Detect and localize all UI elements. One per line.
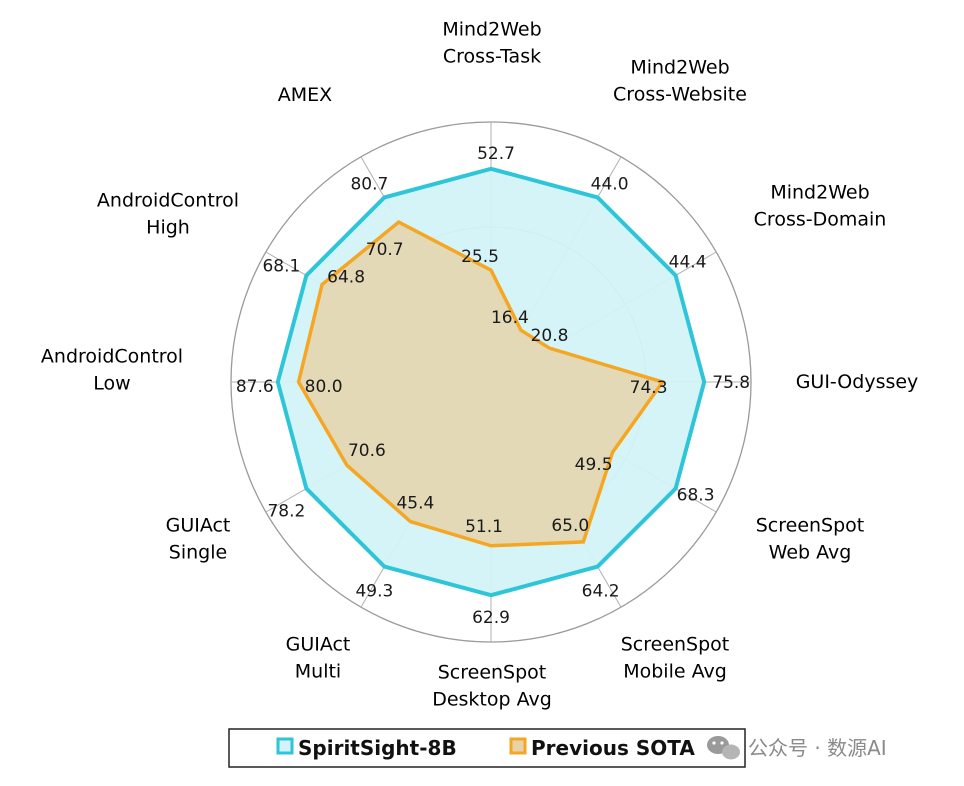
wechat-icon — [707, 736, 740, 760]
watermark-text: 公众号 · 数源AI — [748, 736, 887, 760]
axis-labels: Mind2Web Cross-Task Mind2Web Cross-Website M… — [41, 19, 918, 711]
value-label: 80.0 — [305, 377, 343, 397]
value-label: 74.3 — [630, 378, 668, 398]
axis-label: GUIAct — [286, 634, 351, 656]
watermark: 公众号 · 数源AI — [707, 736, 887, 760]
axis-label: AndroidControl — [41, 346, 183, 368]
axis-label: Web Avg — [769, 542, 852, 564]
axis-label: Mobile Avg — [623, 661, 727, 683]
axis-label: Cross-Domain — [754, 209, 887, 231]
value-label: 68.1 — [262, 256, 300, 276]
value-label: 51.1 — [465, 517, 503, 537]
axis-label: GUI-Odyssey — [796, 371, 919, 393]
value-label: 68.3 — [677, 486, 715, 506]
axis-label: Cross-Task — [443, 46, 541, 68]
legend-swatch-previous-sota — [509, 737, 527, 755]
legend-box — [228, 728, 746, 768]
value-label: 16.4 — [491, 308, 529, 328]
axis-label: Single — [169, 542, 227, 564]
series-polygon-previous-sota — [296, 220, 666, 548]
axis-label: High — [146, 217, 190, 239]
axis-label: ScreenSpot — [438, 662, 547, 684]
value-label: 64.8 — [327, 268, 365, 288]
value-label: 64.2 — [582, 582, 620, 602]
value-label: 70.7 — [366, 240, 404, 260]
axis-label: Mind2Web — [442, 19, 541, 41]
axis-label: Multi — [295, 661, 341, 683]
legend-label-spiritsight: SpiritSight-8B — [298, 736, 457, 760]
axis-label: ScreenSpot — [756, 515, 865, 537]
value-label: 52.7 — [477, 144, 515, 164]
axis-label: Mind2Web — [770, 182, 869, 204]
value-label: 49.5 — [575, 455, 613, 475]
value-label: 70.6 — [348, 441, 386, 461]
legend-swatch-spiritsight — [276, 737, 294, 755]
axis-label: Mind2Web — [630, 57, 729, 79]
axis-label: Cross-Website — [613, 84, 747, 106]
value-label: 45.4 — [396, 494, 434, 514]
radar-series — [275, 166, 707, 598]
axis-label: Desktop Avg — [432, 689, 552, 711]
value-label: 75.8 — [712, 373, 750, 393]
legend-label-previous-sota: Previous SOTA — [531, 736, 695, 760]
value-label: 20.8 — [531, 326, 569, 346]
value-label: 49.3 — [355, 582, 393, 602]
legend: SpiritSight-8B Previous SOTA — [228, 728, 746, 768]
value-labels: 52.7 44.0 44.4 75.8 68.3 64.2 62.9 49.3 78.2 87.6… — [236, 144, 750, 628]
value-label: 87.6 — [236, 377, 274, 397]
value-label: 44.0 — [591, 174, 629, 194]
axis-label: AMEX — [278, 84, 332, 106]
value-label: 25.5 — [461, 247, 499, 267]
axis-label: ScreenSpot — [621, 634, 730, 656]
axis-label: AndroidControl — [97, 190, 239, 212]
value-label: 62.9 — [472, 608, 510, 628]
axis-label: Low — [93, 373, 130, 395]
axis-label: GUIAct — [166, 515, 231, 537]
value-label: 78.2 — [267, 502, 305, 522]
value-label: 65.0 — [551, 516, 589, 536]
value-label: 44.4 — [669, 252, 707, 272]
value-label: 80.7 — [350, 174, 388, 194]
